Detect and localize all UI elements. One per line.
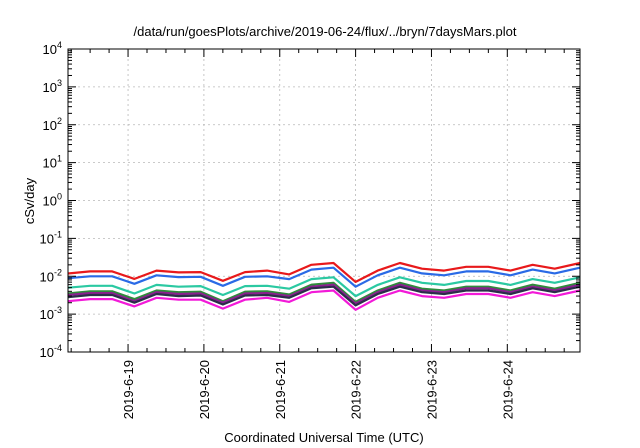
chart-title: /data/run/goesPlots/archive/2019-06-24/f… bbox=[134, 24, 517, 39]
x-axis-label: Coordinated Universal Time (UTC) bbox=[224, 430, 423, 445]
y-tick-label: 101 bbox=[43, 154, 62, 171]
grid bbox=[68, 49, 580, 352]
x-tick-label: 2019-6-23 bbox=[424, 360, 439, 419]
x-tick-label: 2019-6-19 bbox=[121, 360, 136, 419]
y-tick-label: 103 bbox=[43, 78, 62, 95]
series-line-7 bbox=[67, 289, 581, 311]
y-axis-label: cSv/day bbox=[22, 177, 37, 224]
x-tick-label: 2019-6-20 bbox=[197, 360, 212, 419]
y-tick-label: 10-3 bbox=[40, 305, 62, 322]
x-tick-label: 2019-6-22 bbox=[349, 360, 364, 419]
y-tick-label: 10-4 bbox=[40, 343, 62, 360]
x-tick-label: 2019-6-24 bbox=[500, 360, 515, 419]
series-line-3 bbox=[67, 276, 581, 298]
series-layer bbox=[67, 261, 581, 311]
series-line-4 bbox=[67, 281, 581, 303]
y-tick-label: 104 bbox=[43, 40, 62, 57]
x-tick-label: 2019-6-21 bbox=[273, 360, 288, 419]
y-tick-label: 100 bbox=[43, 192, 62, 209]
series-line-6 bbox=[67, 285, 581, 307]
y-tick-label: 102 bbox=[43, 116, 62, 133]
ticks: 10-4 10-3 10-2 10-1 100 101 102 103 104 2019-6-19… bbox=[40, 40, 580, 419]
y-tick-label: 10-2 bbox=[40, 267, 62, 284]
series-line-1 bbox=[67, 261, 581, 283]
series-line-5 bbox=[67, 283, 581, 305]
series-line-2 bbox=[67, 266, 581, 288]
y-tick-label: 10-1 bbox=[40, 229, 62, 246]
